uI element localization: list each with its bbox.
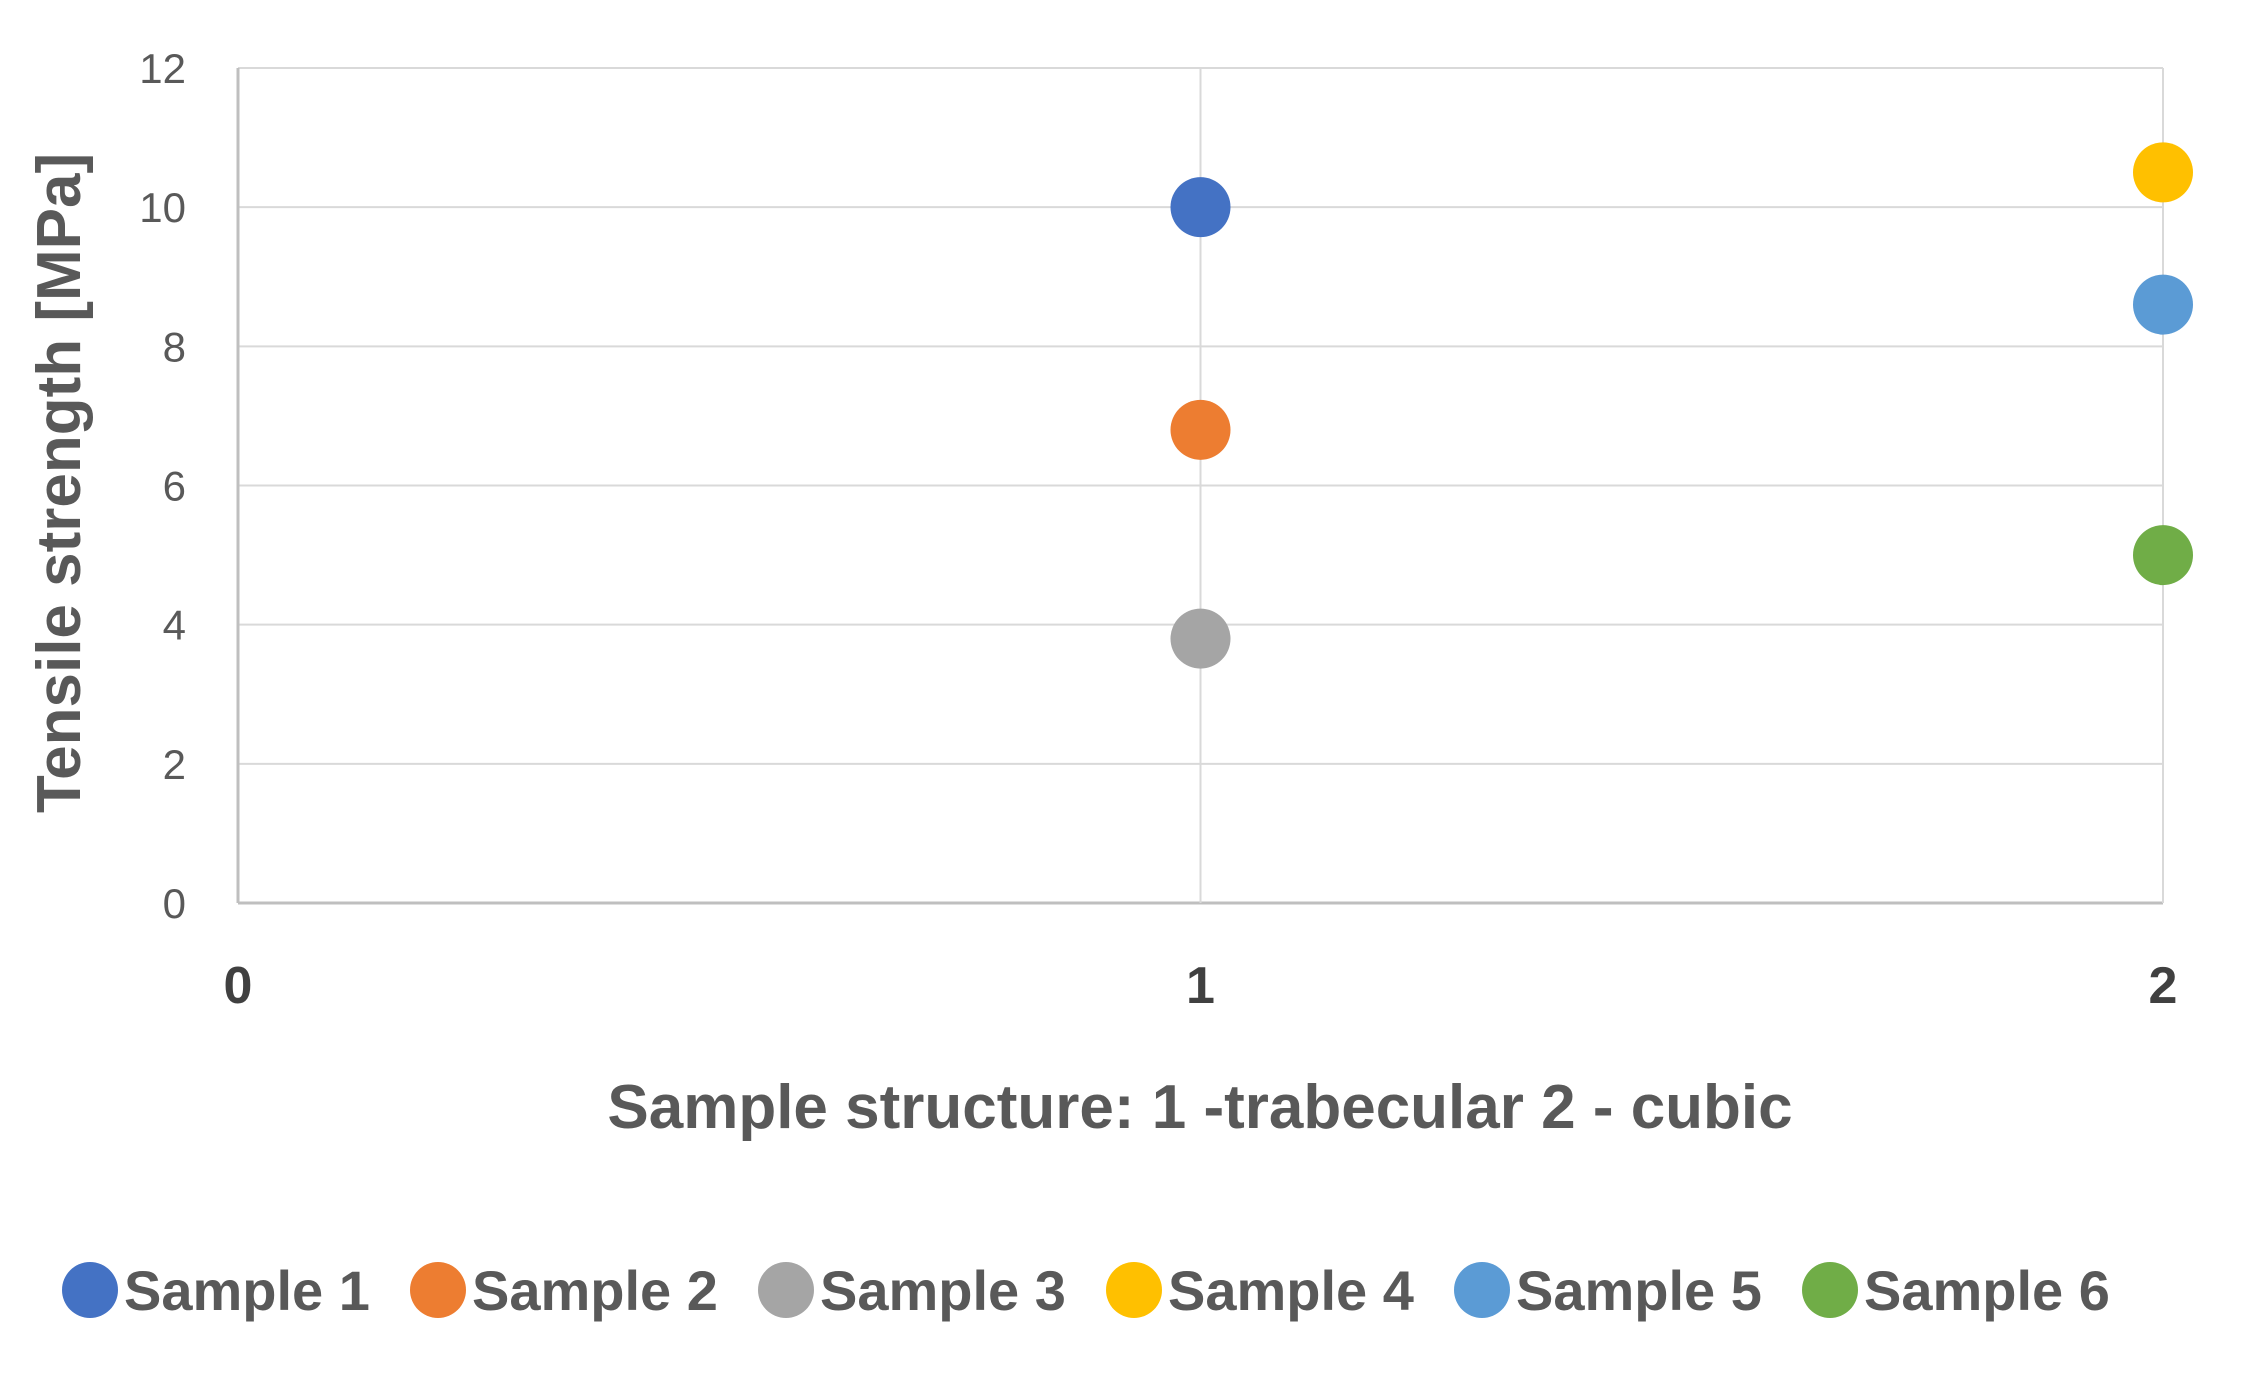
- data-points: [1170, 142, 2193, 669]
- legend-marker: [1454, 1262, 1510, 1318]
- legend-marker: [1106, 1262, 1162, 1318]
- legend-marker: [62, 1262, 118, 1318]
- x-tick-label: 0: [224, 957, 253, 1015]
- data-point-sample-1: [1170, 177, 1231, 238]
- legend-label: Sample 6: [1864, 1259, 2110, 1322]
- legend-label: Sample 3: [820, 1259, 1066, 1322]
- legend: Sample 1 Sample 2 Sample 3 Sample 4 Sample 5…: [62, 1259, 2110, 1322]
- x-axis-title: Sample structure: 1 -trabecular 2 - cubi…: [607, 1073, 1792, 1142]
- legend-marker: [758, 1262, 814, 1318]
- y-tick-label: 2: [163, 741, 186, 788]
- y-tick-label: 10: [139, 184, 186, 231]
- data-point-sample-6: [2133, 525, 2193, 586]
- data-point-sample-2: [1170, 399, 1231, 460]
- legend-label: Sample 1: [124, 1259, 370, 1322]
- y-tick-label: 0: [163, 880, 186, 927]
- x-axis-ticks: 0 1 2: [224, 957, 2178, 1015]
- legend-item: Sample 5: [1454, 1259, 1762, 1322]
- y-axis-ticks: 0 2 4 6 8 10 12: [139, 45, 186, 927]
- legend-label: Sample 4: [1168, 1259, 1414, 1322]
- legend-marker: [410, 1262, 466, 1318]
- legend-item: Sample 2: [410, 1259, 718, 1322]
- y-axis-title: Tensile strength [MPa]: [25, 153, 94, 813]
- y-tick-label: 6: [163, 463, 186, 510]
- legend-item: Sample 3: [758, 1259, 1066, 1322]
- x-tick-label: 1: [1186, 957, 1215, 1015]
- x-tick-label: 2: [2149, 957, 2178, 1015]
- legend-item: Sample 6: [1802, 1259, 2110, 1322]
- data-point-sample-3: [1170, 608, 1231, 669]
- legend-marker: [1802, 1262, 1858, 1318]
- legend-item: Sample 4: [1106, 1259, 1414, 1322]
- legend-label: Sample 2: [472, 1259, 718, 1322]
- legend-label: Sample 5: [1516, 1259, 1762, 1322]
- y-tick-label: 12: [139, 45, 186, 92]
- legend-item: Sample 1: [62, 1259, 370, 1322]
- y-tick-label: 8: [163, 323, 186, 370]
- data-point-sample-5: [2133, 274, 2193, 335]
- data-point-sample-4: [2133, 142, 2193, 203]
- y-tick-label: 4: [163, 602, 186, 649]
